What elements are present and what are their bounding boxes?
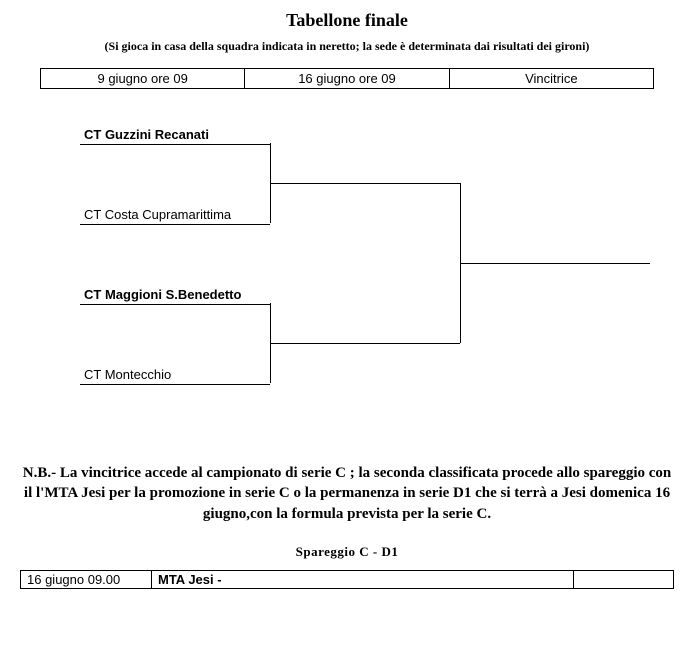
spareggio-empty [573,571,673,588]
spareggio-date: 16 giugno 09.00 [21,571,151,588]
note-text: N.B.- La vincitrice accede al campionato… [22,463,672,524]
semi1-bottom: CT Costa Cupramarittima [80,207,270,225]
semi2-top: CT Maggioni S.Benedetto [80,287,270,305]
page-title: Tabellone finale [16,10,678,31]
header-col-1: 9 giugno ore 09 [41,69,244,88]
spareggio-row: 16 giugno 09.00 MTA Jesi - [20,570,674,589]
conn-final-out [460,263,650,264]
semi1-top: CT Guzzini Recanati [80,127,270,145]
page-subtitle: (Si gioca in casa della squadra indicata… [16,39,678,54]
semi2-bottom: CT Montecchio [80,367,270,385]
spareggio-title: Spareggio C - D1 [16,544,678,560]
header-col-2: 16 giugno ore 09 [244,69,448,88]
header-row: 9 giugno ore 09 16 giugno ore 09 Vincitr… [40,68,654,89]
bracket-diagram: CT Guzzini Recanati CT Costa Cupramaritt… [40,103,654,423]
spareggio-team: MTA Jesi - [151,571,573,588]
conn-semi1-out [270,183,460,184]
header-col-3: Vincitrice [449,69,653,88]
conn-semi2-out [270,343,460,344]
